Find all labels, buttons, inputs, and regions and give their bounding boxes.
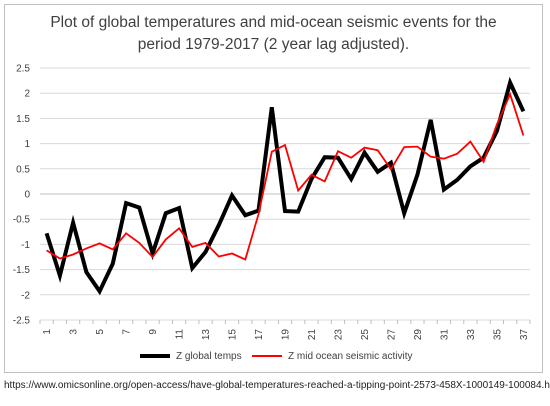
y-tick-label: -2: [21, 290, 30, 301]
x-tick-label: 1: [42, 329, 53, 335]
x-tick-label: 27: [386, 329, 397, 341]
chart-title-line-2: period 1979-2017 (2 year lag adjusted).: [137, 36, 410, 53]
chart-title: Plot of global temperatures and mid-ocea…: [4, 12, 543, 56]
y-tick-label: 2: [24, 89, 30, 100]
x-tick-label: 19: [281, 329, 292, 341]
series-line-global-temps: [44, 76, 526, 296]
x-tick-label: 31: [439, 329, 450, 341]
legend-label-global-temps: Z global temps: [176, 350, 242, 362]
x-tick-label: 29: [413, 329, 424, 341]
chart-legend: Z global temps Z mid ocean seismic activ…: [0, 348, 550, 364]
x-tick-label: 25: [360, 329, 371, 341]
chart-frame: [4, 4, 543, 373]
x-tick-label: 37: [519, 329, 530, 341]
x-tick-label: 21: [307, 329, 318, 341]
x-tick-label: 35: [492, 329, 503, 341]
y-tick-label: 0: [24, 190, 30, 201]
x-tick-label: 13: [201, 329, 212, 341]
legend-swatch-seismic-activity: [252, 355, 282, 357]
legend-item-seismic-activity: Z mid ocean seismic activity: [252, 348, 412, 364]
x-tick-label: 15: [228, 329, 239, 341]
legend-label-seismic-activity: Z mid ocean seismic activity: [288, 350, 413, 362]
legend-swatch-global-temps: [140, 354, 170, 358]
y-tick-label: 1.5: [16, 114, 30, 125]
x-tick-label: 7: [122, 329, 133, 335]
x-tick-label: 3: [69, 329, 80, 335]
x-tick-label: 17: [254, 329, 265, 341]
x-tick-label: 11: [175, 329, 186, 340]
y-tick-label: 2.5: [16, 64, 30, 75]
x-tick-label: 9: [148, 329, 159, 335]
chart-title-line-1: Plot of global temperatures and mid-ocea…: [50, 14, 497, 31]
source-url: https://www.omicsonline.org/open-access/…: [4, 380, 550, 391]
x-tick-label: 5: [95, 329, 106, 335]
y-tick-label: -1: [21, 240, 30, 251]
legend-item-global-temps: Z global temps: [140, 348, 242, 364]
y-tick-label: 1: [24, 139, 30, 150]
y-tick-label: 0.5: [16, 164, 30, 175]
x-tick-label: 23: [333, 329, 344, 341]
y-tick-label: -0.5: [13, 215, 31, 226]
x-tick-label: 33: [466, 329, 477, 341]
series-line-seismic-activity: [46, 91, 525, 261]
y-tick-label: -2.5: [13, 316, 31, 327]
y-tick-label: -1.5: [13, 265, 31, 276]
